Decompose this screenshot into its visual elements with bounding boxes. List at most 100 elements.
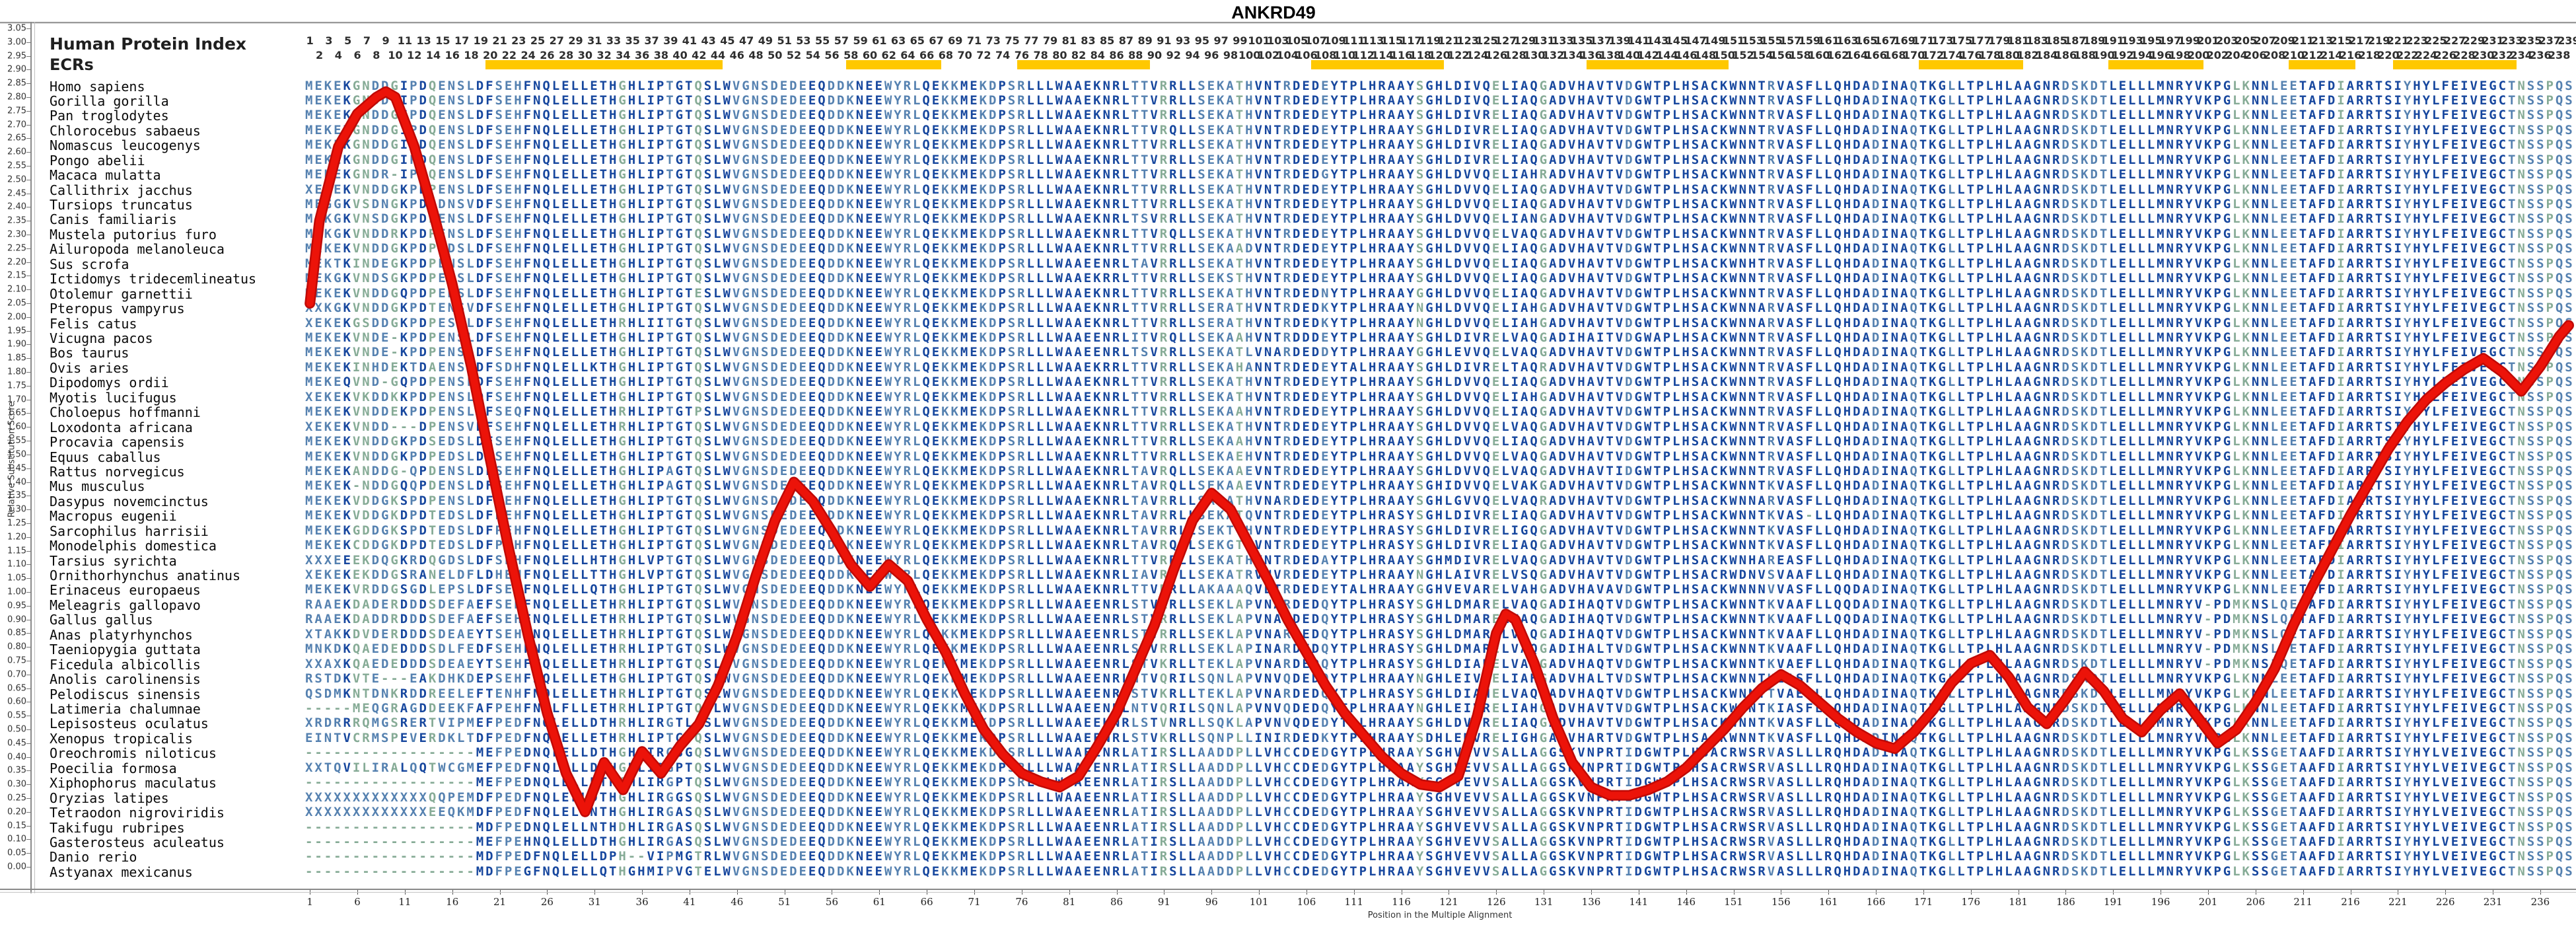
- index-number: 133: [1552, 34, 1573, 47]
- x-tick-label: 76: [1015, 896, 1028, 908]
- index-number: 118: [1410, 49, 1431, 61]
- x-tick-label: 196: [2151, 896, 2170, 908]
- y-tick-mark: [26, 385, 31, 387]
- index-number: 82: [1071, 49, 1086, 61]
- index-number: 68: [939, 49, 953, 61]
- index-number: 153: [1742, 34, 1764, 47]
- sequence-row: MEKEKCDDGKDPDTEDSLDFPEHFNQLELLETHGHLIPTG…: [305, 538, 2575, 552]
- y-tick-label: 2.65: [1, 133, 26, 143]
- index-number: 70: [958, 49, 972, 61]
- index-number: 110: [1334, 49, 1355, 61]
- y-tick-label: 1.55: [1, 436, 26, 446]
- index-number: 218: [2359, 49, 2380, 61]
- sequence-row: XXXXXXXXXXXXXEEQKMDFPEDFNQLELLNTHGHLIRGA…: [305, 805, 2575, 819]
- index-number: 4: [335, 49, 342, 61]
- species-name: Anas platyrhynchos: [50, 627, 193, 643]
- index-number: 210: [2283, 49, 2305, 61]
- y-tick-label: 2.40: [1, 202, 26, 212]
- species-name: Otolemur garnettii: [50, 286, 193, 302]
- index-number: 171: [1912, 34, 1934, 47]
- index-number: 192: [2112, 49, 2133, 61]
- index-number: 129: [1514, 34, 1536, 47]
- y-tick-label: 1.30: [1, 505, 26, 515]
- index-number: 232: [2491, 49, 2513, 61]
- y-tick-label: 2.85: [1, 79, 26, 89]
- index-number: 136: [1580, 49, 1602, 61]
- index-number: 20: [483, 49, 497, 61]
- index-number: 49: [758, 34, 773, 47]
- x-tick-label: 171: [1914, 896, 1933, 908]
- index-number: 128: [1504, 49, 1526, 61]
- index-number: 205: [2235, 34, 2257, 47]
- index-number: 234: [2510, 49, 2532, 61]
- index-number: 193: [2121, 34, 2143, 47]
- index-number: 92: [1166, 49, 1181, 61]
- y-tick-mark: [26, 482, 31, 483]
- y-tick-label: 1.35: [1, 491, 26, 501]
- y-tick-mark: [26, 248, 31, 249]
- index-number: 186: [2055, 49, 2077, 61]
- index-number: 48: [748, 49, 763, 61]
- y-tick-label: 2.55: [1, 161, 26, 171]
- y-tick-label: 2.60: [1, 147, 26, 157]
- species-name: Gasterosteus aculeatus: [50, 834, 225, 850]
- x-axis-title: Position in the Multiple Alignment: [1368, 910, 1513, 920]
- sequence-row: ------------------MEFPEDNQLELLDTHGHLIRGS…: [305, 745, 2575, 760]
- index-number: 216: [2340, 49, 2361, 61]
- index-number: 172: [1922, 49, 1944, 61]
- y-tick-label: 0.60: [1, 697, 26, 707]
- index-number: 161: [1818, 34, 1840, 47]
- ecr-region-bar: [1311, 60, 1445, 69]
- y-tick-label: 0.40: [1, 752, 26, 762]
- species-name: Choloepus hoffmanni: [50, 404, 201, 420]
- index-number: 65: [910, 34, 925, 47]
- index-number: 237: [2539, 34, 2561, 47]
- y-tick-label: 0.20: [1, 807, 26, 817]
- species-name: Oryzias latipes: [50, 790, 169, 806]
- index-number: 170: [1903, 49, 1925, 61]
- index-number: 66: [919, 49, 934, 61]
- index-number: 98: [1223, 49, 1238, 61]
- index-number: 230: [2472, 49, 2494, 61]
- sequence-row: XXXXXXXXXXXXXQQPEMDFPEDFNQLELLDTHGHLIRGG…: [305, 790, 2575, 805]
- index-number: 173: [1931, 34, 1953, 47]
- y-tick-label: 2.80: [1, 92, 26, 102]
- index-number: 101: [1248, 34, 1270, 47]
- species-name: Equus caballus: [50, 449, 161, 465]
- sequence-row: XXXEEEKDQGKRDQGDSLDFSEHFNQLELLHTHGHLVPTG…: [305, 553, 2575, 568]
- x-tick-label: 106: [1297, 896, 1316, 908]
- index-number: 169: [1893, 34, 1915, 47]
- y-tick-label: 1.90: [1, 340, 26, 350]
- sequence-row: MEKEKVNDDEKPDPENSLDFSEQFNQLELLETHRHLIPTG…: [305, 404, 2575, 419]
- index-number: 3: [325, 34, 332, 47]
- index-number: 19: [474, 34, 488, 47]
- index-number: 121: [1438, 34, 1460, 47]
- y-tick-label: 0.45: [1, 738, 26, 748]
- species-name: Tursiops truncatus: [50, 197, 193, 213]
- sequence-row: MEKEKGNDDGIPDQENSLDFSEHFNQLELLETHGHLIPTG…: [305, 79, 2575, 93]
- index-number: 55: [815, 34, 830, 47]
- index-number: 185: [2045, 34, 2067, 47]
- species-name: Myotis lucifugus: [50, 390, 177, 406]
- index-number: 53: [796, 34, 810, 47]
- y-tick-label: 3.00: [1, 37, 26, 47]
- sequence-row: MEKEKVNDDGKPDPEDSLDFSEHFNQLELLETHGHLIPTG…: [305, 241, 2575, 256]
- y-tick-mark: [26, 633, 31, 634]
- y-tick-label: 2.15: [1, 271, 26, 281]
- species-name: Pteropus vampyrus: [50, 301, 185, 316]
- index-number: 208: [2264, 49, 2285, 61]
- y-tick-mark: [26, 811, 31, 813]
- index-number: 8: [373, 49, 380, 61]
- species-name: Oreochromis niloticus: [50, 745, 217, 761]
- y-tick-label: 0.10: [1, 834, 26, 844]
- index-number: 155: [1760, 34, 1782, 47]
- y-tick-mark: [26, 316, 31, 318]
- y-tick-mark: [26, 578, 31, 579]
- index-number: 175: [1950, 34, 1972, 47]
- index-number: 81: [1062, 34, 1077, 47]
- y-tick-label: 2.75: [1, 106, 26, 116]
- index-number: 229: [2463, 34, 2485, 47]
- y-tick-mark: [26, 770, 31, 772]
- index-number: 196: [2149, 49, 2171, 61]
- index-number: 39: [663, 34, 678, 47]
